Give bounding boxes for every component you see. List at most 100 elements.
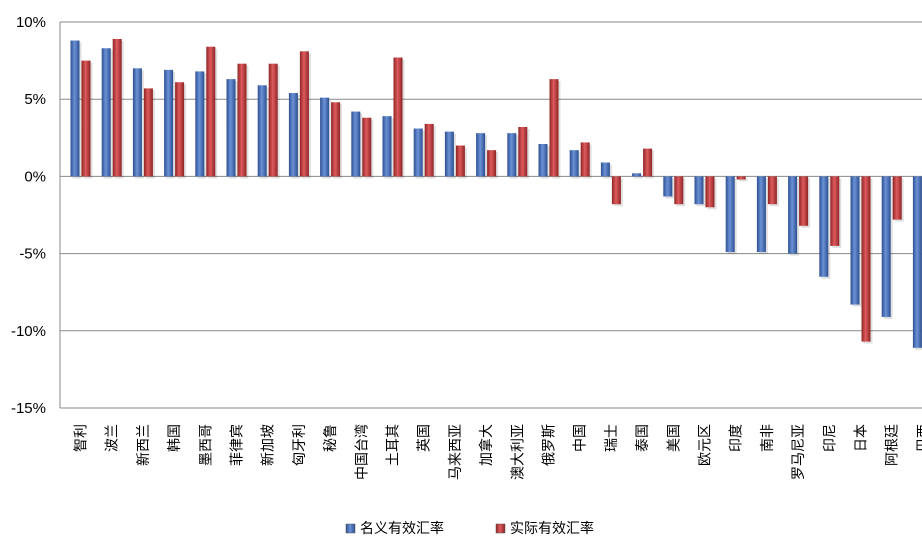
category-label: 欧元区 <box>698 424 714 466</box>
bar-nominal <box>756 176 766 253</box>
bar-shadow <box>738 178 748 182</box>
bar-real <box>237 63 247 177</box>
category-label: 罗马尼亚 <box>791 424 807 480</box>
y-axis-tick-labels: 10% 5% 0% -5% -10% -15% <box>11 14 46 417</box>
bar-real <box>206 46 216 177</box>
category-label: 加拿大 <box>478 424 495 466</box>
category-label: 新加坡 <box>261 424 277 466</box>
legend: 名义有效汇率 实际有效汇率 <box>345 520 594 537</box>
category-label: 马来西亚 <box>448 424 464 480</box>
bar-real <box>424 123 434 177</box>
category-label: 中国台湾 <box>353 424 370 480</box>
bar-real <box>487 150 497 177</box>
bar-real <box>112 38 122 177</box>
bar-nominal <box>538 143 548 177</box>
y-tick-label: -15% <box>11 400 46 417</box>
bar-nominal <box>257 85 267 177</box>
bar-real <box>549 79 559 177</box>
bar-shadow <box>634 175 644 179</box>
bar-real <box>705 176 715 208</box>
bar-real <box>362 117 372 177</box>
category-label: 印尼 <box>822 424 838 452</box>
bar-nominal <box>600 162 610 177</box>
bar-nominal <box>694 176 704 205</box>
bar-real <box>143 88 153 177</box>
legend-swatch <box>345 523 356 534</box>
category-label: 波兰 <box>105 424 121 452</box>
bar-real <box>861 176 871 342</box>
bar-nominal <box>507 133 517 177</box>
bar-nominal <box>288 93 298 177</box>
category-label: 巴西 <box>916 424 922 452</box>
category-label: 墨西哥 <box>198 424 214 466</box>
bar-nominal <box>663 176 673 197</box>
bar-nominal <box>382 116 392 177</box>
y-tick-label: 0% <box>24 168 46 185</box>
bar-nominal <box>850 176 860 305</box>
bar-real <box>268 63 278 177</box>
bar-nominal <box>444 131 454 177</box>
category-label: 美国 <box>666 424 682 452</box>
y-tick-label: 10% <box>16 14 46 31</box>
bar-real <box>518 126 528 177</box>
bar-nominal <box>164 69 174 177</box>
bar-nominal <box>195 71 205 177</box>
bar-nominal <box>881 176 891 317</box>
bar-real <box>736 176 746 180</box>
y-tick-label: 5% <box>24 91 46 108</box>
category-label: 土耳其 <box>386 424 402 466</box>
bar-nominal <box>725 176 735 253</box>
bar-nominal <box>101 48 111 177</box>
category-label: 秘鲁 <box>323 424 339 452</box>
bar-nominal <box>70 40 80 177</box>
bar-nominal <box>632 173 642 177</box>
y-tick-label: -10% <box>11 323 46 340</box>
category-label: 南非 <box>760 424 776 452</box>
bar-real <box>643 148 653 177</box>
bar-nominal <box>819 176 829 277</box>
bar-real <box>611 176 621 205</box>
category-label: 泰国 <box>635 424 651 452</box>
bar-nominal <box>226 79 236 177</box>
bar-nominal <box>569 150 579 177</box>
bar-real <box>892 176 902 220</box>
bar-nominal <box>413 128 423 177</box>
bar-real <box>830 176 840 246</box>
bar-real <box>81 60 91 177</box>
category-label: 俄罗斯 <box>542 424 558 466</box>
legend-label: 名义有效汇率 <box>360 520 444 537</box>
bar-real <box>767 176 777 205</box>
category-label: 英国 <box>416 424 433 452</box>
bars <box>70 38 922 350</box>
category-labels: 智利 波兰 新西兰 韩国 墨西哥 菲律宾 新加坡 匈牙利 秘鲁 中国台湾 土耳其 英国 马来西亚 加拿大澳… <box>74 424 922 480</box>
bar-nominal <box>476 133 486 177</box>
bar-nominal <box>132 68 142 177</box>
category-label: 韩国 <box>167 424 183 452</box>
category-label: 阿根廷 <box>885 424 901 466</box>
category-label: 澳大利亚 <box>510 424 526 480</box>
bar-real <box>299 51 309 177</box>
category-label: 日本 <box>854 424 870 452</box>
category-label: 瑞士 <box>604 424 620 452</box>
category-label: 印度 <box>729 424 745 452</box>
y-tick-label: -5% <box>19 246 46 263</box>
bar-nominal <box>788 176 798 254</box>
category-label: 新西兰 <box>136 424 152 466</box>
category-label: 智利 <box>74 424 90 452</box>
bar-real <box>455 145 465 177</box>
category-label: 中国 <box>573 424 589 452</box>
bar-real <box>331 102 341 177</box>
category-label: 菲律宾 <box>230 424 246 466</box>
bar-real <box>580 142 590 177</box>
bar-nominal <box>912 176 922 348</box>
legend-label: 实际有效汇率 <box>510 520 594 537</box>
category-label: 匈牙利 <box>292 424 308 466</box>
bar-real <box>799 176 809 226</box>
legend-swatch <box>495 523 506 534</box>
bar-nominal <box>320 97 330 177</box>
bar-nominal <box>351 111 361 177</box>
bar-real <box>674 176 684 205</box>
bar-real <box>175 82 185 177</box>
bar-real <box>393 57 403 177</box>
